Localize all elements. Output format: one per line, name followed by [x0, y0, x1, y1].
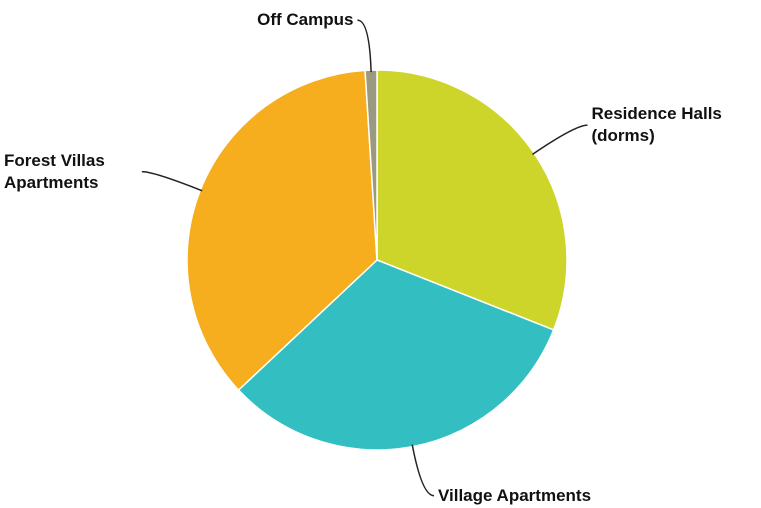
- slice-label: Residence Halls (dorms): [591, 104, 722, 146]
- slice-label: Forest Villas Apartments: [4, 150, 105, 192]
- slice-label: Village Apartments: [437, 485, 592, 505]
- slice-label: Off Campus: [257, 10, 354, 30]
- leader-line: [141, 170, 203, 192]
- leader-line: [532, 124, 588, 155]
- leader-line: [357, 19, 372, 73]
- leader-line: [411, 444, 435, 497]
